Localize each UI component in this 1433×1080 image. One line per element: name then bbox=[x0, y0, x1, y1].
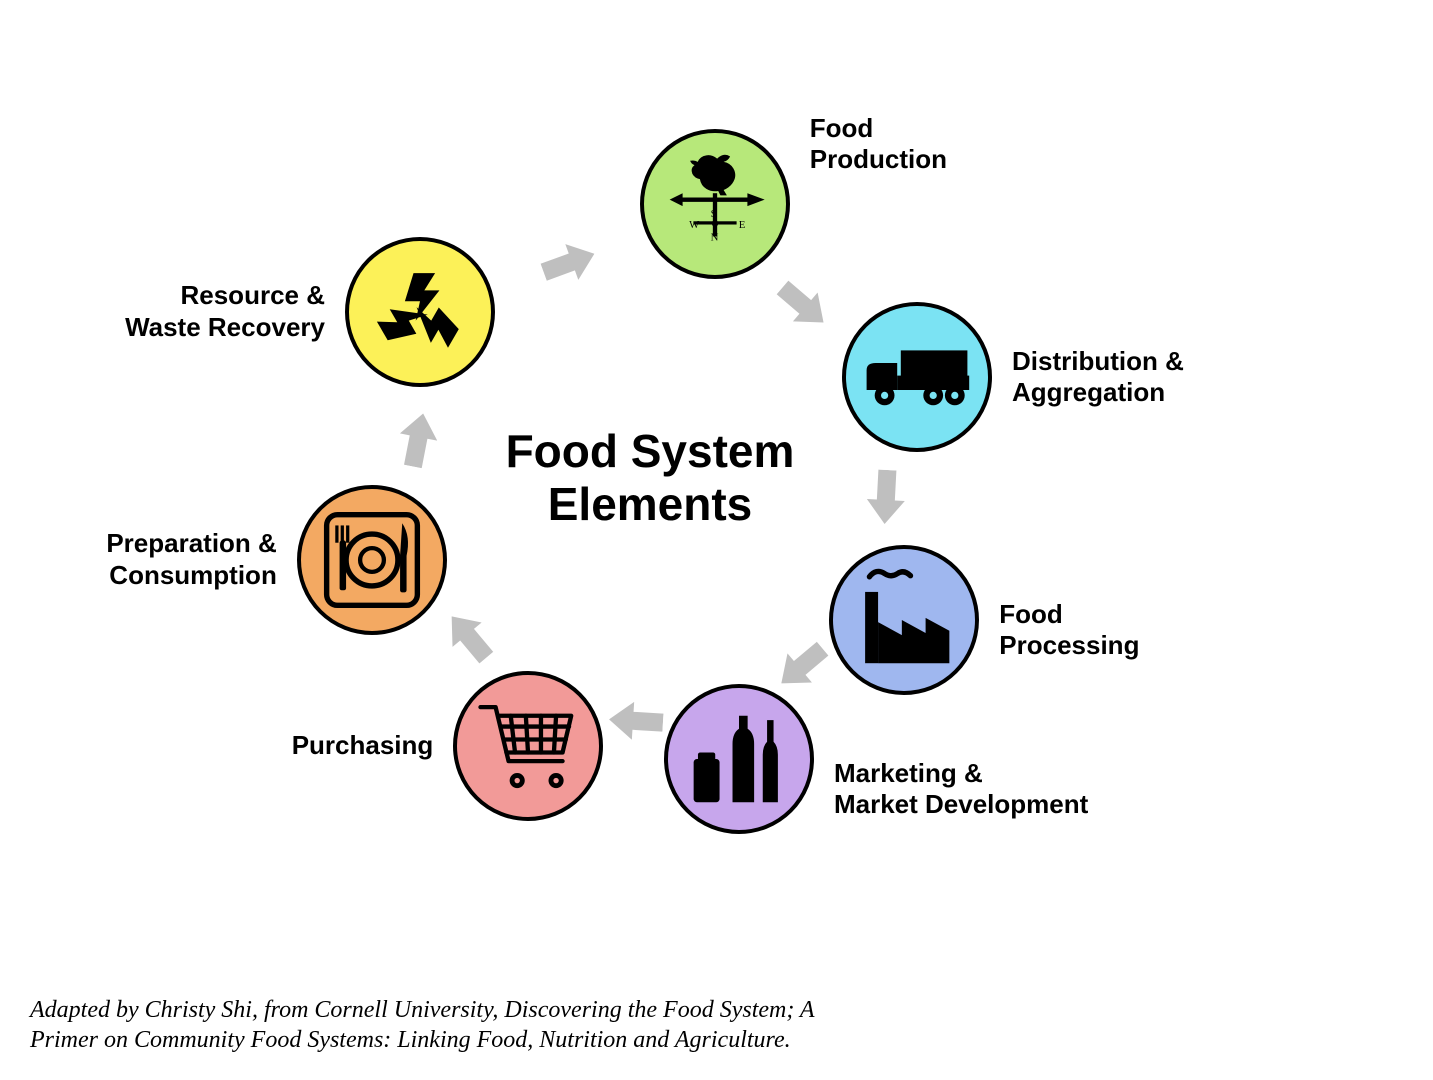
center-title: Food System Elements bbox=[430, 425, 870, 531]
arrow-food-production-to-distribution bbox=[770, 273, 836, 337]
label-preparation: Preparation & Consumption bbox=[0, 528, 277, 590]
svg-text:E: E bbox=[739, 219, 746, 231]
node-distribution bbox=[842, 302, 992, 452]
arrow-distribution-to-food-processing bbox=[865, 469, 906, 525]
node-purchasing bbox=[453, 671, 603, 821]
node-food-processing bbox=[829, 545, 979, 695]
recycle-icon bbox=[366, 258, 474, 366]
plate-icon bbox=[318, 506, 426, 614]
arrow-food-processing-to-marketing bbox=[769, 634, 835, 698]
arrow-marketing-to-purchasing bbox=[607, 700, 663, 741]
arrow-waste-recovery-to-food-production bbox=[537, 236, 601, 290]
label-food-processing: Food Processing bbox=[999, 599, 1319, 661]
cart-icon bbox=[474, 692, 582, 800]
node-marketing bbox=[664, 684, 814, 834]
svg-text:S: S bbox=[710, 208, 716, 220]
svg-text:N: N bbox=[710, 232, 718, 244]
weathervane-icon: W E S N bbox=[661, 150, 769, 258]
node-food-production: W E S N bbox=[640, 129, 790, 279]
truck-icon bbox=[863, 345, 971, 410]
node-preparation bbox=[297, 485, 447, 635]
label-marketing: Marketing & Market Development bbox=[834, 758, 1154, 820]
label-distribution: Distribution & Aggregation bbox=[1012, 346, 1332, 408]
node-waste-recovery bbox=[345, 237, 495, 387]
label-purchasing: Purchasing bbox=[133, 730, 433, 761]
factory-icon bbox=[850, 566, 958, 674]
label-food-production: Food Production bbox=[810, 113, 1130, 175]
bottles-icon bbox=[685, 705, 793, 813]
attribution-text: Adapted by Christy Shi, from Cornell Uni… bbox=[30, 995, 815, 1055]
svg-text:W: W bbox=[689, 219, 700, 231]
arrow-purchasing-to-preparation bbox=[437, 604, 501, 670]
label-waste-recovery: Resource & Waste Recovery bbox=[25, 280, 325, 342]
